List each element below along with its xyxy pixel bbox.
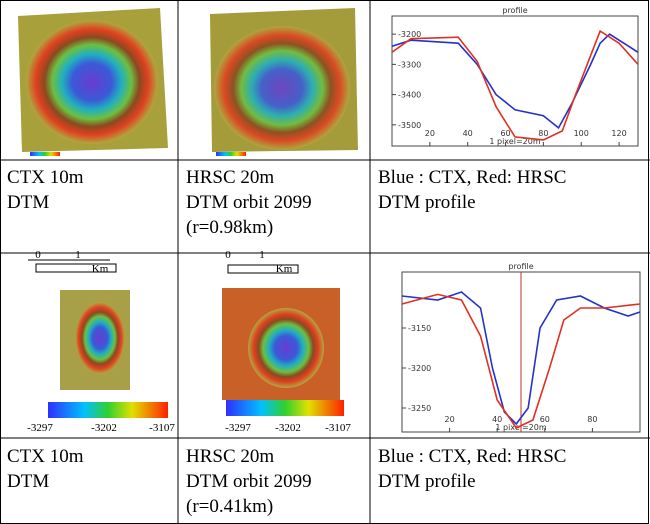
caption-line: Blue : CTX, Red: HRSC xyxy=(378,167,566,188)
x-tick-label: 60 xyxy=(500,129,510,138)
caption-line: DTM xyxy=(7,471,49,492)
scale-label: 0 xyxy=(225,249,231,261)
x-axis-label: 1 pixel=20m xyxy=(489,137,540,146)
y-tick-label: -3250 xyxy=(408,404,431,413)
colorbar-label: -3297 xyxy=(225,422,251,434)
scale-label: Km xyxy=(276,263,293,275)
x-tick-label: 60 xyxy=(540,415,550,424)
x-tick-label: 40 xyxy=(463,129,473,138)
profile-line xyxy=(401,291,641,426)
y-tick-label: -3150 xyxy=(408,324,431,333)
scale-label: 1 xyxy=(259,249,265,261)
y-tick-label: -3200 xyxy=(398,30,421,39)
caption-line: (r=0.41km) xyxy=(186,496,273,517)
x-tick-label: 40 xyxy=(492,415,502,424)
profile-line xyxy=(391,33,639,130)
caption-line: DTM orbit 2099 xyxy=(186,471,312,492)
profile-line xyxy=(401,293,641,430)
y-tick-label: -3500 xyxy=(398,121,421,130)
x-tick-label: 80 xyxy=(538,129,548,138)
caption-line: Blue : CTX, Red: HRSC xyxy=(378,446,566,467)
colorbar-label: -3107 xyxy=(149,422,175,434)
profile-line xyxy=(391,29,639,141)
caption-line: HRSC 20m xyxy=(186,446,274,467)
caption-line: (r=0.98km) xyxy=(186,217,273,238)
colorbar-label: -3202 xyxy=(275,422,301,434)
scale-label: Km xyxy=(92,263,109,275)
scale-label: 0 xyxy=(35,249,41,261)
y-tick-label: -3200 xyxy=(408,364,431,373)
scale-label: 1 xyxy=(75,249,81,261)
caption-line: DTM xyxy=(7,192,49,213)
y-tick-label: -3300 xyxy=(398,60,421,69)
caption-line: DTM profile xyxy=(378,192,476,213)
colorbar-label: -3107 xyxy=(325,422,351,434)
colorbar-label: -3297 xyxy=(27,422,53,434)
y-tick-label: -3400 xyxy=(398,91,421,100)
chart-title: profile xyxy=(508,262,533,271)
caption-line: CTX 10m xyxy=(7,167,84,188)
caption-line: CTX 10m xyxy=(7,446,84,467)
x-tick-label: 80 xyxy=(587,415,597,424)
dtm-image xyxy=(222,264,344,416)
dtm-image xyxy=(28,259,168,418)
x-tick-label: 20 xyxy=(445,415,455,424)
dtm-image xyxy=(18,8,168,156)
plot-frame xyxy=(391,15,639,147)
caption-line: DTM orbit 2099 xyxy=(186,192,312,213)
x-tick-label: 20 xyxy=(425,129,435,138)
x-tick-label: 100 xyxy=(574,129,589,138)
dtm-image xyxy=(210,8,358,156)
x-tick-label: 120 xyxy=(611,129,626,138)
chart-title: profile xyxy=(502,6,527,15)
colorbar-label: -3202 xyxy=(91,422,117,434)
caption-line: DTM profile xyxy=(378,471,476,492)
caption-line: HRSC 20m xyxy=(186,167,274,188)
